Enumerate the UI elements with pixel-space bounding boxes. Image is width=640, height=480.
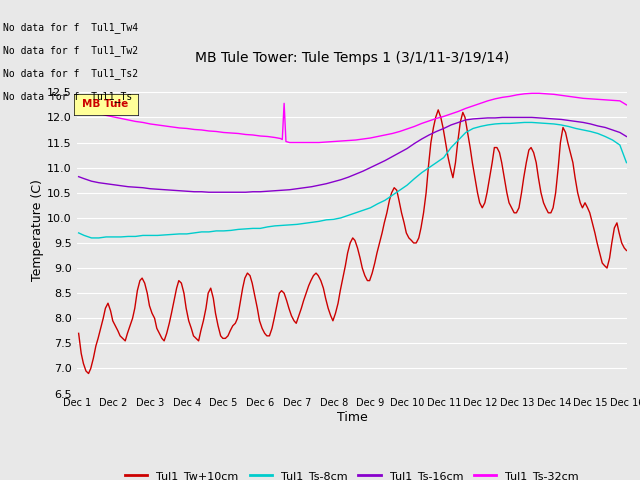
Title: MB Tule Tower: Tule Temps 1 (3/1/11-3/19/14): MB Tule Tower: Tule Temps 1 (3/1/11-3/19… [195,51,509,65]
Text: No data for f  Tul1_Ts: No data for f Tul1_Ts [3,91,132,102]
X-axis label: Time: Time [337,411,367,424]
Text: No data for f  Tul1_Tw2: No data for f Tul1_Tw2 [3,45,138,56]
Y-axis label: Temperature (C): Temperature (C) [31,180,44,281]
Text: No data for f  Tul1_Ts2: No data for f Tul1_Ts2 [3,68,138,79]
Text: MB Tule: MB Tule [83,99,129,109]
Text: No data for f  Tul1_Tw4: No data for f Tul1_Tw4 [3,22,138,33]
Legend: Tul1_Tw+10cm, Tul1_Ts-8cm, Tul1_Ts-16cm, Tul1_Ts-32cm: Tul1_Tw+10cm, Tul1_Ts-8cm, Tul1_Ts-16cm,… [121,466,583,480]
